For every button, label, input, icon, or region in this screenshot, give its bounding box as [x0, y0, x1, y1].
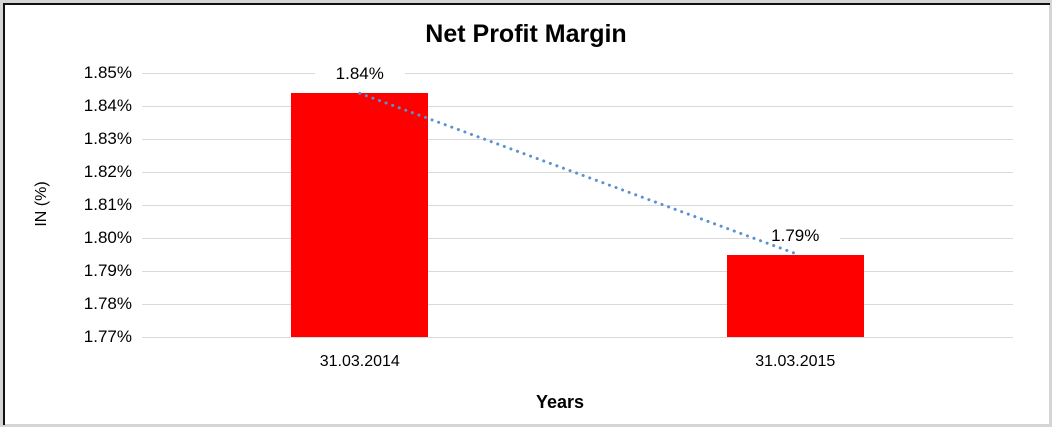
x-tick-label: 31.03.2015 [755, 353, 836, 370]
x-axis-title: Years [535, 392, 585, 412]
plot-area [142, 73, 1013, 338]
chart-title: Net Profit Margin [425, 20, 627, 48]
gridline [142, 106, 1013, 107]
y-tick-label: 1.81% [83, 195, 132, 214]
data-label-31.03.2014: 1.84% [314, 62, 405, 84]
gridline [142, 73, 1013, 74]
y-tick-label: 1.84% [83, 96, 132, 115]
bar-31.03.2015 [726, 254, 864, 337]
x-tick-label: 31.03.2014 [319, 353, 400, 370]
y-tick-label: 1.82% [83, 162, 132, 181]
data-label-31.03.2015: 1.79% [750, 224, 841, 246]
bar-31.03.2014 [291, 92, 429, 337]
gridline [142, 205, 1013, 206]
y-tick-label: 1.79% [83, 261, 132, 280]
y-tick-label: 1.78% [83, 294, 132, 313]
gridline [142, 238, 1013, 239]
gridline [142, 172, 1013, 173]
y-tick-label: 1.85% [83, 63, 132, 82]
y-tick-label: 1.77% [83, 327, 132, 346]
gridline [142, 139, 1013, 140]
gridline [142, 271, 1013, 272]
y-tick-label: 1.83% [83, 129, 132, 148]
gridline [142, 304, 1013, 305]
y-tick-label: 1.80% [83, 228, 132, 247]
gridline [142, 337, 1013, 338]
